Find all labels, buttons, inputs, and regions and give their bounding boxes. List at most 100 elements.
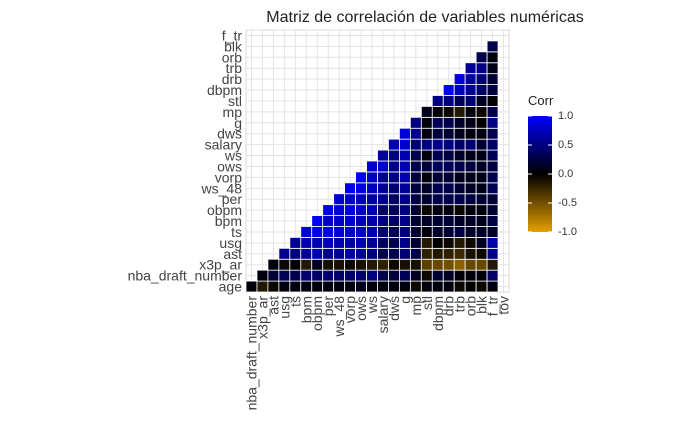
x-tick-label-bpm: bpm: [298, 296, 314, 323]
heatmap-cell-dbpm-mp: [431, 106, 444, 118]
heatmap-cell-dbpm-salary: [431, 138, 444, 151]
heatmap-cell-blk-per: [475, 193, 488, 206]
y-tick-label-g: g: [234, 115, 242, 131]
heatmap-cell-f_tr-dws: [486, 127, 499, 140]
heatmap-cell-ast-age: [267, 280, 280, 293]
heatmap-cell-blk-ast: [475, 247, 488, 260]
heatmap-cell-dbpm-x3p_ar: [431, 258, 444, 271]
heatmap-cell-ows-per: [355, 193, 367, 206]
heatmap-cell-drb-ast: [442, 247, 455, 260]
heatmap-cell-salary-ast: [377, 247, 389, 260]
heatmap-cell-trb-bpm: [453, 215, 466, 227]
heatmap-cell-trb-ast: [453, 247, 466, 260]
heatmap-cell-trb-usg: [453, 237, 466, 249]
heatmap-cell-dbpm-ws_48: [431, 182, 444, 195]
heatmap-cell-obpm-usg: [311, 237, 324, 249]
heatmap-cell-vorp-x3p_ar: [344, 258, 356, 271]
heatmap-cell-g-x3p_ar: [399, 258, 411, 271]
heatmap-cell-dbpm-ws: [431, 149, 444, 162]
heatmap-cell-g-obpm: [399, 204, 411, 216]
heatmap-cell-mp-age: [409, 280, 422, 293]
heatmap-cell-dws-nba_draft_number: [388, 269, 400, 282]
y-tick-label-stl: stl: [228, 93, 242, 109]
heatmap-cell-trb-dws: [453, 127, 466, 140]
heatmap-cell-drb-mp: [442, 106, 455, 118]
heatmap-cell-orb-bpm: [464, 215, 477, 227]
heatmap-cell-f_tr-x3p_ar: [486, 258, 499, 271]
heatmap-cell-stl-per: [420, 193, 433, 206]
heatmap-cell-vorp-ts: [344, 226, 356, 238]
heatmap-cell-bpm-ast: [300, 247, 313, 260]
y-tick-label-ws_48: ws_48: [201, 180, 243, 196]
heatmap-cell-salary-ows: [377, 160, 389, 173]
heatmap-cell-ows-age: [355, 280, 367, 293]
heatmap-cell-ows-usg: [355, 237, 367, 249]
heatmap-cell-obpm-bpm: [311, 215, 324, 227]
y-tick-label-nba_draft_number: nba_draft_number: [128, 268, 243, 284]
heatmap-cell-mp-nba_draft_number: [409, 269, 422, 282]
y-tick-label-bpm: bpm: [215, 213, 242, 229]
heatmap-cell-ws-x3p_ar: [366, 258, 378, 271]
heatmap-cell-drb-ows: [442, 160, 455, 173]
heatmap-cell-vorp-ast: [344, 247, 356, 260]
heatmap-cell-vorp-obpm: [344, 204, 356, 216]
heatmap-cell-dbpm-ast: [431, 247, 444, 260]
heatmap-cell-mp-obpm: [409, 204, 422, 216]
heatmap-cell-stl-mp: [420, 106, 433, 118]
heatmap-cell-per-ts: [322, 226, 335, 238]
heatmap-cell-stl-ts: [420, 226, 433, 238]
heatmap-cell-trb-obpm: [453, 204, 466, 216]
heatmap-cell-dws-ws: [388, 149, 400, 162]
heatmap-cell-trb-mp: [453, 106, 466, 118]
heatmap-cell-ows-ws_48: [355, 182, 367, 195]
heatmap-cell-f_tr-drb: [486, 73, 499, 85]
heatmap-cell-orb-per: [464, 193, 477, 206]
x-tick-label-trb: trb: [452, 296, 468, 313]
heatmap-cell-dbpm-ows: [431, 160, 444, 173]
heatmap-cell-blk-drb: [475, 73, 488, 85]
heatmap-cell-g-ows: [399, 160, 411, 173]
y-tick-label-obpm: obpm: [207, 202, 242, 218]
x-tick-label-vorp: vorp: [342, 296, 358, 323]
heatmap-cell-drb-x3p_ar: [442, 258, 455, 271]
heatmap-cell-ows-obpm: [355, 204, 367, 216]
heatmap-cell-ts-age: [289, 280, 302, 293]
x-tick-label-ows: ows: [353, 296, 369, 321]
heatmap-cell-per-usg: [322, 237, 335, 249]
heatmap-cell-trb-ts: [453, 226, 466, 238]
heatmap-cell-orb-nba_draft_number: [464, 269, 477, 282]
y-tick-label-dbpm: dbpm: [207, 82, 242, 98]
heatmap-cell-ws-ows: [366, 160, 378, 173]
heatmap-cell-orb-trb: [464, 62, 477, 75]
heatmap-cell-vorp-nba_draft_number: [344, 269, 356, 282]
heatmap-cell-blk-ws: [475, 149, 488, 162]
heatmap-cell-trb-vorp: [453, 171, 466, 184]
heatmap-cell-orb-age: [464, 280, 477, 293]
heatmap-cell-blk-ws_48: [475, 182, 488, 195]
heatmap-cell-orb-dbpm: [464, 84, 477, 96]
heatmap-cell-drb-nba_draft_number: [442, 269, 455, 282]
heatmap-cell-dws-vorp: [388, 171, 400, 184]
heatmap-cell-stl-nba_draft_number: [420, 269, 433, 282]
heatmap-cell-f_tr-nba_draft_number: [486, 269, 499, 282]
heatmap-cell-salary-usg: [377, 237, 389, 249]
heatmap-cell-blk-salary: [475, 138, 488, 151]
heatmap-cell-vorp-per: [344, 193, 356, 206]
heatmap-cell-ows-nba_draft_number: [355, 269, 367, 282]
x-tick-label-drb: drb: [441, 296, 457, 316]
heatmap-cell-salary-bpm: [377, 215, 389, 227]
y-tick-label-vorp: vorp: [215, 169, 242, 185]
x-tick-label-obpm: obpm: [309, 296, 325, 331]
y-tick-label-per: per: [222, 191, 243, 207]
x-tick-label-dws: dws: [386, 296, 402, 321]
heatmap-cell-ts-ast: [289, 247, 302, 260]
heatmap-cell-obpm-nba_draft_number: [311, 269, 324, 282]
heatmap-cell-blk-g: [475, 116, 488, 129]
heatmap-cell-ws_48-age: [333, 280, 346, 293]
heatmap-cell-ts-nba_draft_number: [289, 269, 302, 282]
heatmap-cell-dws-ws_48: [388, 182, 400, 195]
heatmap-cell-f_tr-ows: [486, 160, 499, 173]
heatmap-cell-stl-ws: [420, 149, 433, 162]
heatmap-cell-dws-bpm: [388, 215, 400, 227]
heatmap-cell-trb-ws: [453, 149, 466, 162]
